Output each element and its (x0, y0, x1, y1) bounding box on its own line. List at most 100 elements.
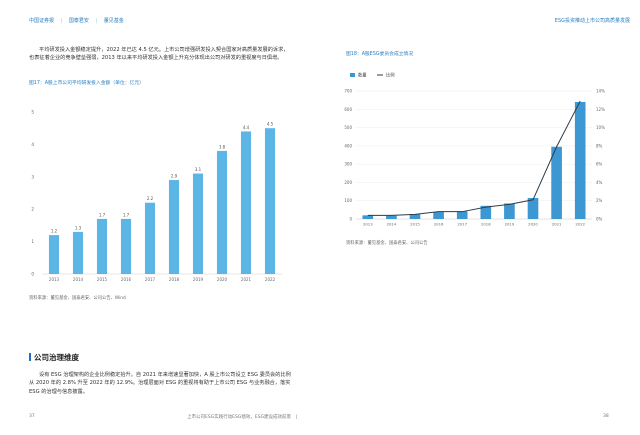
fig17-x-tick-label: 2015 (97, 277, 108, 282)
fig17-bar (120, 218, 132, 274)
section-paragraph: 设有 ESG 治理架构的企业比例稳定抬升。自 2021 年来增速显著加快，A 股… (29, 371, 319, 396)
fig17-data-label: 4.4 (243, 125, 250, 130)
fig18-x-tick-label: 2021 (552, 222, 562, 227)
fig17-y-tick-label: 5 (31, 110, 34, 115)
fig17-data-label: 1.7 (123, 212, 130, 217)
section-title: 公司治理维度 (34, 353, 79, 362)
fig17-source: 资料来源：董见基金、国泰君安、公司公告、Wind (29, 296, 126, 301)
header-org-1: 中国证券报 (29, 18, 55, 24)
fig18-y-right-tick-label: 8% (596, 143, 603, 148)
fig18-bar (456, 211, 468, 219)
fig18-y-left-tick-label: 700 (344, 89, 352, 94)
fig17-data-label: 2.2 (147, 196, 154, 201)
fig17-x-tick-label: 2017 (145, 277, 156, 282)
fig17-data-label: 3.1 (195, 167, 202, 172)
intro-paragraph: 平均研发投入金额稳定提升，2022 年已达 4.5 亿元。上市公司增强研发投入契… (29, 46, 319, 63)
fig18-y-right-tick-label: 6% (596, 162, 603, 167)
fig17-bar (96, 218, 108, 274)
fig18-bar (433, 212, 444, 219)
fig17-x-tick-label: 2016 (121, 277, 132, 282)
intro-line-1: 平均研发投入金额稳定提升，2022 年已达 4.5 亿元。上市公司增强研发投入契… (39, 47, 289, 53)
fig17-bar (144, 202, 156, 274)
fig17-y-tick-label: 1 (31, 239, 34, 244)
fig18-bar (409, 214, 421, 219)
fig17-y-tick-label: 3 (31, 174, 34, 179)
page-number-right: 38 (603, 414, 609, 419)
fig18-bar (386, 215, 397, 219)
fig18-y-right-tick-label: 14% (596, 89, 605, 94)
section-line-1: 设有 ESG 治理架构的企业比例稳定抬升。自 2021 年来增速显著加快，A 股… (39, 372, 291, 378)
fig18-y-left-tick-label: 0 (349, 217, 352, 222)
fig18-bar (574, 101, 586, 219)
fig18-y-left-tick-label: 400 (344, 143, 352, 148)
fig18-y-right-tick-label: 4% (596, 180, 603, 185)
fig18-legend-swatch-bar (350, 73, 355, 77)
fig18-x-tick-label: 2018 (481, 222, 491, 227)
section-line-3: ESG 的治理与信息披露。 (29, 388, 88, 395)
fig17-x-tick-label: 2019 (193, 277, 204, 282)
fig18-source: 资料来源：董见基金、国泰君安、公司公告 (346, 241, 428, 246)
header-left: 中国证券报 | 国泰君安 | 董见基金 (29, 18, 124, 24)
fig17-bar (192, 173, 204, 274)
fig17-title: 图17：A股上市公司平均研发投入金额（单位：亿元） (29, 81, 144, 86)
fig18-legend-label-bar: 数量 (358, 72, 367, 79)
fig18-y-left-tick-label: 500 (344, 125, 352, 130)
fig18-bar (480, 205, 492, 219)
fig18-ratio-line (367, 100, 581, 216)
intro-line-2: 也表征着企业的竞争壁垒强弱，2013 年以来平均研发投入金额上升充分体现出公司对… (29, 55, 283, 62)
fig17-data-label: 2.9 (171, 174, 178, 179)
fig17-x-tick-label: 2014 (73, 277, 84, 282)
footer-center-text: 上市公司ESG实践行动ESG绩效，ESG建设成效前景 (187, 415, 292, 420)
fig18-x-tick-label: 2020 (528, 222, 538, 227)
fig17-x-tick-label: 2020 (217, 277, 228, 282)
fig18-title: 图18：A股ESG委员会成立情况 (346, 52, 414, 57)
fig17-x-tick-label: 2021 (241, 277, 252, 282)
header-org-3: 董见基金 (103, 18, 124, 24)
fig17-x-tick-label: 2018 (169, 277, 180, 282)
fig18-x-tick-label: 2013 (363, 222, 373, 227)
fig17-chart: 0 1 2 3 4 5 1.2 2013 1.3 2014 1.7 2015 1.7 2016 2.2 201… (31, 110, 282, 282)
fig18-x-tick-label: 2019 (505, 222, 515, 227)
fig17-bar (168, 180, 180, 274)
fig17-bar (240, 131, 252, 274)
page-number-left: 37 (29, 414, 35, 419)
fig18-y-right-tick-label: 0% (596, 217, 603, 222)
fig17-data-label: 4.5 (267, 122, 274, 127)
fig17-y-tick-label: 0 (31, 272, 34, 277)
fig18-x-tick-label: 2016 (434, 222, 444, 227)
fig17-data-label: 3.8 (219, 144, 226, 149)
fig17-data-label: 1.3 (75, 225, 82, 230)
section-bar (29, 353, 31, 361)
footer-center: 上市公司ESG实践行动ESG绩效，ESG建设成效前景 | (187, 415, 298, 420)
fig18-y-left-tick-label: 600 (344, 107, 352, 112)
fig17-bar (48, 235, 60, 274)
fig17-bar (264, 128, 276, 274)
fig18-bar (504, 203, 515, 219)
fig18-y-left-tick-label: 100 (344, 198, 352, 203)
fig17-bar (216, 150, 228, 274)
fig18-bar (527, 197, 539, 219)
fig18-y-left-tick-label: 200 (344, 180, 352, 185)
section-line-2: 从 2020 年的 2.8% 升至 2022 年的 12.9%。治理层面对 ES… (29, 380, 291, 387)
fig18-x-tick-label: 2014 (387, 222, 397, 227)
fig17-y-tick-label: 4 (31, 142, 34, 147)
fig18-bar (551, 146, 562, 219)
fig17-data-label: 1.2 (51, 229, 58, 234)
fig18-bar (362, 215, 374, 219)
fig18-x-tick-label: 2022 (575, 222, 585, 227)
fig17-data-label: 1.7 (99, 212, 106, 217)
fig18-x-tick-label: 2017 (457, 222, 467, 227)
fig18-y-right-tick-label: 2% (596, 198, 603, 203)
fig18-legend-label-line: 比例 (386, 72, 395, 79)
header-org-2: 国泰君安 (68, 18, 89, 24)
fig17-x-tick-label: 2022 (265, 277, 276, 282)
fig18-y-right-tick-label: 12% (596, 107, 605, 112)
fig18-x-tick-label: 2015 (410, 222, 420, 227)
fig18-y-left-tick-label: 300 (344, 162, 352, 167)
fig18-y-right-tick-label: 10% (596, 125, 605, 130)
fig17-bar (72, 231, 84, 274)
fig17-x-tick-label: 2013 (49, 277, 60, 282)
fig17-y-tick-label: 2 (31, 207, 34, 212)
fig18-chart: 数量 比例 0 100 200 300 400 500 600 700 0% 2% 4% 6% 8% 10% 1… (344, 72, 605, 227)
header-right-title: ESG投资推动上市公司高质量发展 (554, 18, 630, 24)
